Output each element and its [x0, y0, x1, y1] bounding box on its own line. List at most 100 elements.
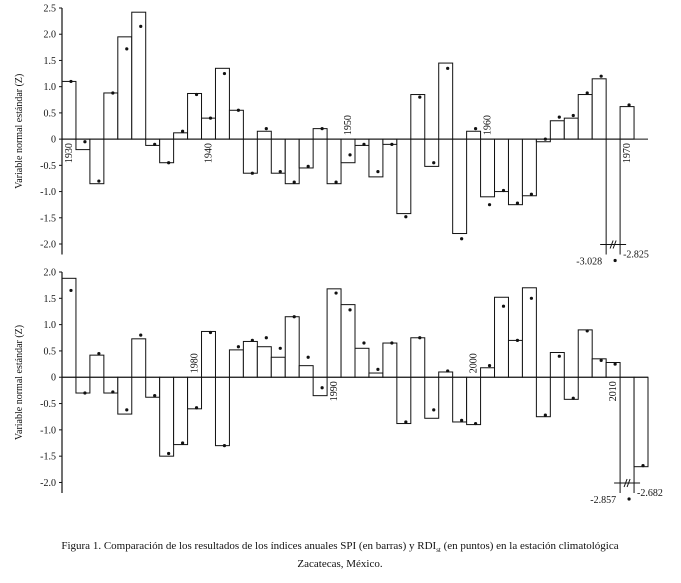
bar [145, 376, 161, 398]
point [97, 351, 101, 356]
bar [424, 138, 440, 167]
bar [173, 132, 189, 140]
bar [591, 358, 607, 378]
point [599, 358, 603, 362]
point [83, 140, 87, 144]
caption-subscript: st [436, 546, 441, 554]
point [278, 346, 282, 350]
point [111, 91, 115, 95]
bar [438, 62, 454, 140]
point [487, 364, 492, 368]
x-tick-label: 1980 [190, 353, 201, 373]
bar [591, 78, 607, 140]
break-mark [612, 240, 617, 249]
bar [521, 287, 537, 378]
bar [494, 296, 509, 378]
bar [507, 339, 523, 378]
point [515, 201, 520, 205]
bar [549, 120, 565, 140]
bar [577, 94, 593, 140]
bar [89, 138, 105, 185]
bar [549, 352, 565, 378]
y-axis-label: Variable normal estándar (Z) [14, 325, 25, 440]
x-tick-label: 2010 [608, 381, 619, 401]
point [167, 161, 171, 165]
bar [117, 36, 133, 140]
point [69, 79, 73, 84]
point [529, 192, 534, 196]
point [139, 24, 143, 28]
point [167, 451, 171, 456]
point [111, 390, 115, 394]
bar [396, 376, 412, 425]
bar [480, 367, 496, 378]
bar [298, 365, 314, 378]
point [278, 170, 282, 174]
point [83, 391, 87, 395]
point [292, 315, 296, 319]
plot-area [61, 11, 635, 255]
break-mark [609, 240, 614, 249]
point [125, 408, 129, 412]
bar [75, 138, 91, 151]
break-mark [623, 478, 628, 488]
point [529, 296, 534, 300]
x-tick-label: 1970 [622, 143, 633, 163]
point [236, 108, 241, 112]
bar [242, 340, 258, 378]
point [153, 394, 157, 398]
point [264, 127, 268, 131]
bar [201, 117, 216, 140]
point [362, 341, 366, 345]
y-tick-label: -1.5 [40, 213, 56, 224]
point [292, 180, 296, 184]
bar [605, 138, 621, 255]
bar [633, 376, 649, 468]
x-tick-label: 1950 [343, 115, 354, 135]
point [376, 170, 380, 174]
bar [452, 376, 468, 423]
point [585, 91, 589, 95]
bar [494, 138, 509, 193]
bar [354, 347, 370, 378]
bar [619, 106, 635, 140]
point [418, 95, 422, 99]
point [432, 408, 436, 412]
point [613, 362, 617, 366]
bar [521, 138, 537, 197]
point [208, 330, 213, 335]
bar [89, 354, 105, 378]
bar [187, 92, 203, 140]
y-tick-label: -0.5 [40, 399, 56, 410]
bar [159, 376, 175, 457]
bar [424, 376, 440, 419]
bar [577, 329, 593, 378]
y-tick-label: 1.0 [44, 320, 57, 331]
bar [201, 330, 216, 378]
y-tick-label: 2.5 [44, 4, 57, 15]
point [404, 420, 408, 424]
point [501, 188, 506, 193]
bar [396, 138, 412, 215]
plot-area [61, 277, 649, 493]
bar [145, 138, 161, 146]
bar [61, 277, 77, 378]
bar [214, 376, 230, 447]
bar [228, 349, 244, 378]
point [153, 142, 157, 146]
y-tick-label: 2.0 [44, 268, 57, 279]
point [194, 406, 199, 410]
bar [103, 92, 119, 140]
bar [131, 338, 147, 378]
bar [354, 138, 370, 146]
y-tick-label: 2.0 [44, 30, 57, 41]
point [460, 237, 464, 241]
bar [410, 337, 426, 378]
point [432, 161, 436, 165]
bar [131, 11, 147, 140]
point [125, 47, 129, 51]
x-tick-label: 1940 [204, 143, 215, 163]
bar [619, 376, 635, 493]
point [446, 369, 450, 373]
point [641, 464, 645, 468]
